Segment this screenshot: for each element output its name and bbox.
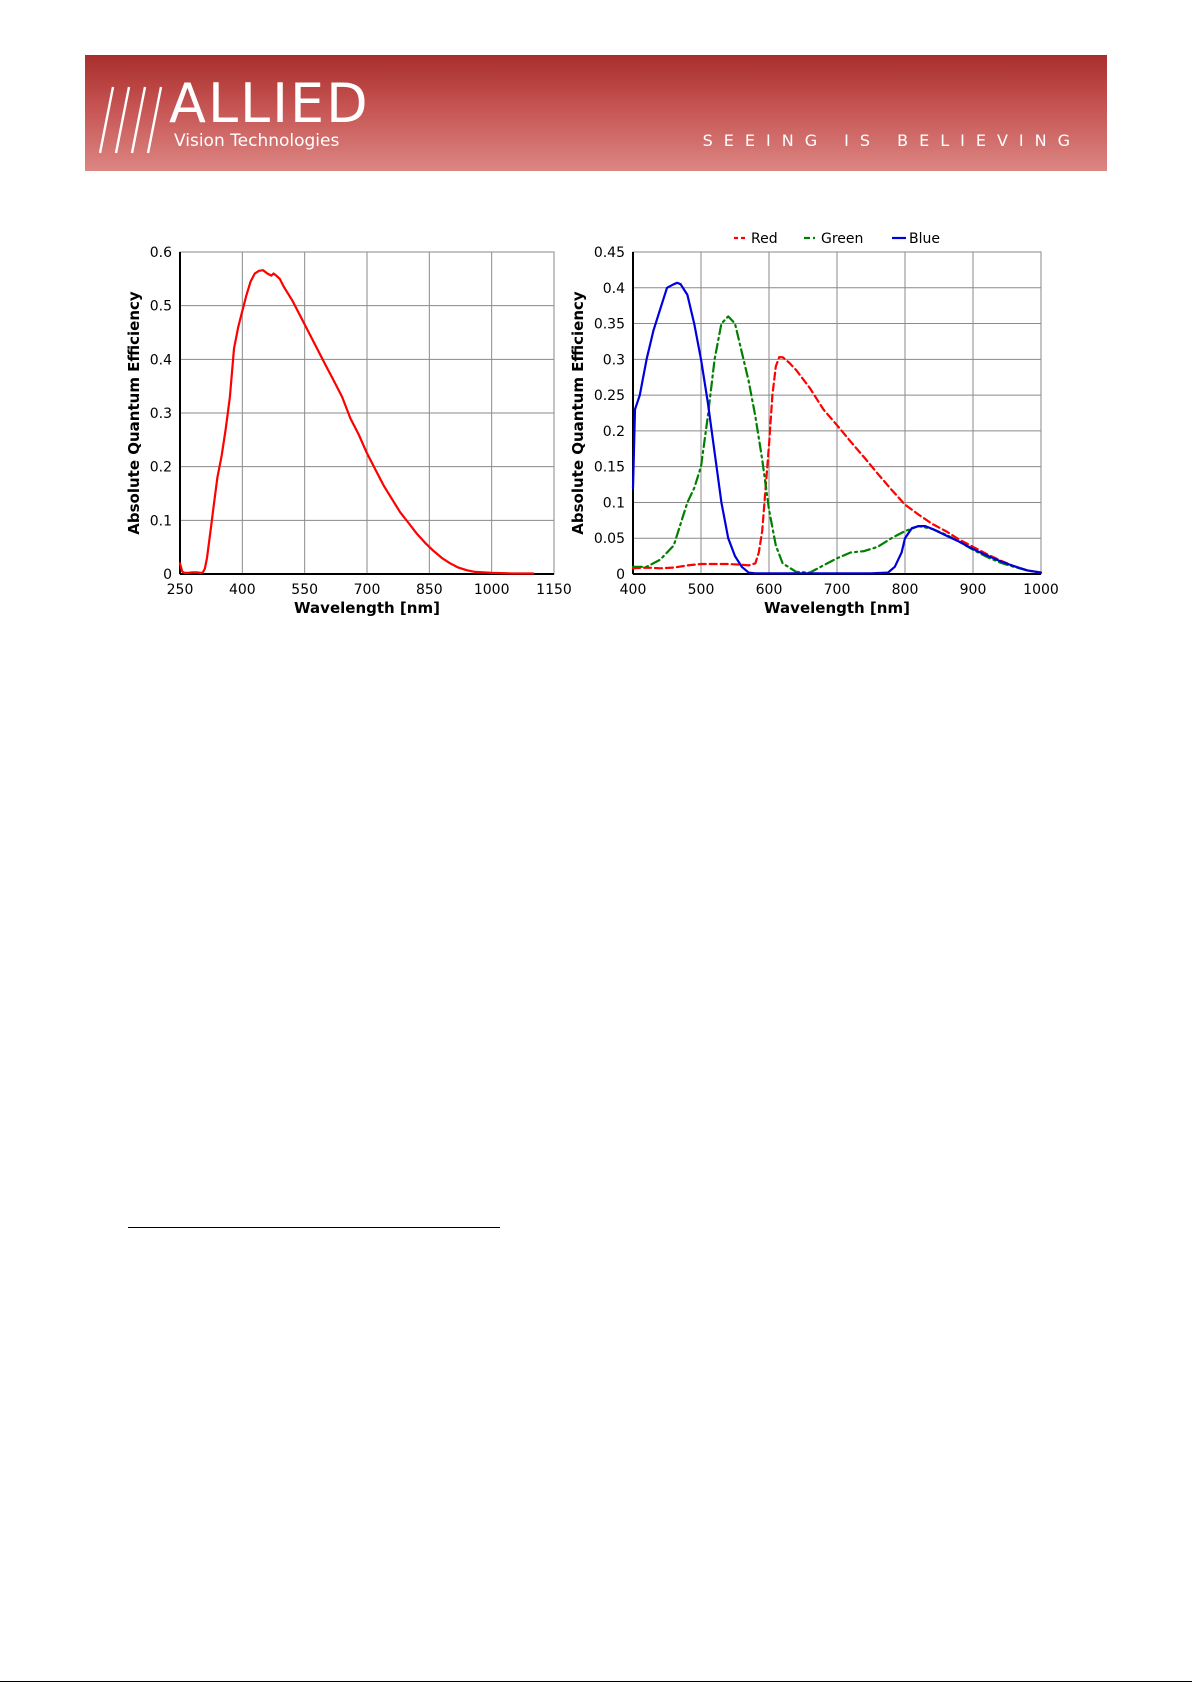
x-tick-label: 900	[960, 582, 987, 598]
x-tick-label: 600	[756, 582, 783, 598]
y-axis-title: Absolute Quantum Efficiency	[569, 291, 587, 535]
x-tick-label: 500	[688, 582, 715, 598]
x-tick-label: 800	[892, 582, 919, 598]
y-tick-label: 0	[616, 567, 625, 583]
y-tick-label: 0.2	[603, 424, 625, 440]
tagline: SEEING IS BELIEVING	[702, 131, 1081, 150]
y-axis-title: Absolute Quantum Efficiency	[125, 291, 143, 535]
series-line-red	[631, 356, 1043, 574]
x-tick-label: 700	[824, 582, 851, 598]
logo-subtitle: Vision Technologies	[174, 131, 340, 151]
chart-1: 250 400 550 700 850 1000 1150 0 0.1 0.2 0.3 0.4 0.5 0…	[125, 245, 572, 617]
series-line	[178, 269, 535, 575]
y-tick-label: 0.35	[594, 317, 625, 333]
x-tick-label: 550	[291, 582, 318, 598]
y-tick-label: 0.1	[603, 495, 625, 511]
y-tick-label: 0.2	[150, 460, 172, 476]
y-tick-label: 0.3	[150, 406, 172, 422]
x-tick-label: 250	[167, 582, 194, 598]
legend-label-green: Green	[821, 231, 863, 247]
x-tick-label: 1150	[536, 582, 572, 598]
footnote-rule	[128, 1227, 500, 1228]
legend-label-blue: Blue	[909, 231, 940, 247]
legend-label-red: Red	[751, 231, 778, 247]
page-bottom-rule	[0, 1681, 1192, 1682]
y-tick-label: 0.4	[150, 352, 172, 368]
series-line-blue	[631, 281, 1043, 575]
y-tick-label: 0.05	[594, 531, 625, 547]
x-axis-title: Wavelength [nm]	[764, 599, 910, 617]
x-axis-title: Wavelength [nm]	[294, 599, 440, 617]
x-tick-label: 400	[620, 582, 647, 598]
y-tick-label: 0.25	[594, 388, 625, 404]
y-tick-label: 0.4	[603, 281, 625, 297]
x-tick-label: 1000	[1023, 582, 1059, 598]
y-tick-label: 0.1	[150, 513, 172, 529]
charts-canvas: 250 400 550 700 850 1000 1150 0 0.1 0.2 0.3 0.4 0.5 0…	[125, 231, 1059, 617]
y-tick-label: 0	[163, 567, 172, 583]
x-tick-label: 1000	[474, 582, 510, 598]
x-tick-label: 400	[229, 582, 256, 598]
x-tick-label: 850	[416, 582, 443, 598]
legend: Red Green Blue	[734, 231, 940, 247]
logo-slashes-icon	[99, 86, 163, 154]
x-tick-label: 700	[354, 582, 381, 598]
y-tick-label: 0.5	[150, 299, 172, 315]
header-banner: ALLIED Vision Technologies SEEING IS BEL…	[85, 55, 1107, 171]
y-tick-label: 0.15	[594, 460, 625, 476]
y-tick-label: 0.6	[150, 245, 172, 261]
y-tick-label: 0.45	[594, 245, 625, 261]
logo-name: ALLIED	[169, 72, 370, 135]
chart-2: 400 500 600 700 800 900 1000 0 0.05 0.1 0.15 0.2 0.2…	[569, 231, 1059, 617]
y-tick-label: 0.3	[603, 352, 625, 368]
